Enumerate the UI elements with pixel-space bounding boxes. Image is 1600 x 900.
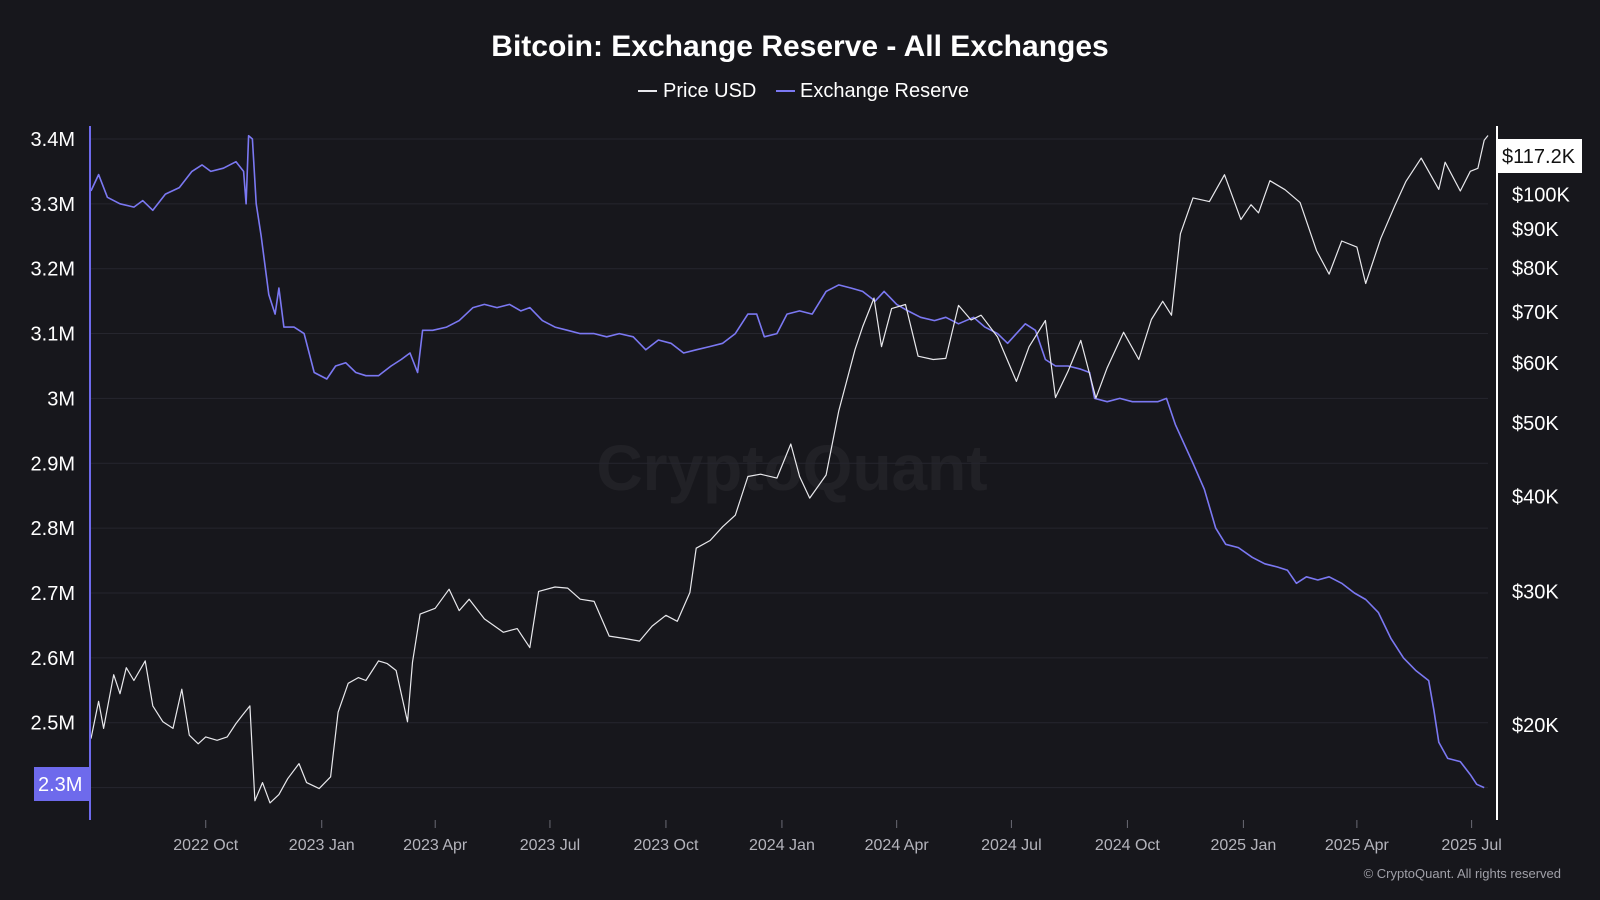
current-reserve-badge-bg [34,767,89,801]
x-tick-label: 2022 Oct [173,837,238,854]
right-tick-label: $20K [1512,715,1559,737]
right-y-axis: $100K $90K $80K $70K $60K $50K $40K $30K $20K [1512,184,1570,737]
current-reserve-badge: 2.3M [34,767,89,801]
right-tick-label: $40K [1512,486,1559,508]
series-line-price-usd [90,135,1489,804]
left-tick-label: 3.1M [31,324,75,346]
right-tick-label: $50K [1512,413,1559,435]
legend-item-price[interactable]: Price USD [638,80,756,102]
copyright: © CryptoQuant. All rights reserved [1364,866,1561,881]
left-tick-label: 3M [47,388,75,410]
x-tick-label: 2025 Jul [1441,837,1502,854]
right-tick-label: $30K [1512,581,1559,603]
x-tick-label: 2025 Jan [1210,837,1276,854]
legend-label-price: Price USD [663,80,756,102]
left-y-axis: 3.4M 3.3M 3.2M 3.1M 3M 2.9M 2.8M 2.7M 2.6M 2.5M [31,129,75,735]
current-reserve-badge-label: 2.3M [38,774,82,796]
x-tick-label: 2023 Apr [403,837,468,854]
current-price-badge: $117.2K [1498,139,1582,173]
left-tick-label: 2.8M [31,518,75,540]
legend-label-reserve: Exchange Reserve [800,80,969,102]
left-tick-label: 3.4M [31,129,75,151]
x-tick-label: 2023 Jul [520,837,581,854]
left-tick-label: 2.9M [31,453,75,475]
right-tick-label: $90K [1512,219,1559,241]
x-tick-label: 2024 Jan [749,837,815,854]
x-tick-label: 2024 Jul [981,837,1042,854]
current-price-badge-label: $117.2K [1502,146,1576,168]
series-line-exchange-reserve [90,134,1485,789]
right-tick-label: $60K [1512,353,1559,375]
left-tick-label: 3.3M [31,194,75,216]
x-tick-label: 2024 Oct [1095,837,1160,854]
x-tick-label: 2024 Apr [865,837,930,854]
left-tick-label: 2.6M [31,648,75,670]
right-tick-label: $70K [1512,302,1559,324]
left-tick-label: 3.2M [31,259,75,281]
x-tick-label: 2023 Jan [289,837,355,854]
x-tick-label: 2025 Apr [1325,837,1390,854]
chart-title: Bitcoin: Exchange Reserve - All Exchange… [491,30,1108,63]
right-tick-label: $100K [1512,184,1570,206]
x-tick-label: 2023 Oct [633,837,698,854]
series-layer [90,134,1489,804]
legend: Price USD Exchange Reserve [638,80,969,102]
right-tick-label: $80K [1512,258,1559,280]
watermark: CryptoQuant [596,432,987,504]
left-tick-label: 2.5M [31,713,75,735]
grid [91,138,1488,789]
current-price-badge-bg [1498,139,1582,173]
left-tick-label: 2.7M [31,583,75,605]
x-axis: 2022 Oct 2023 Jan 2023 Apr 2023 Jul 2023 Oct… [173,820,1502,854]
legend-item-reserve[interactable]: Exchange Reserve [776,80,969,102]
